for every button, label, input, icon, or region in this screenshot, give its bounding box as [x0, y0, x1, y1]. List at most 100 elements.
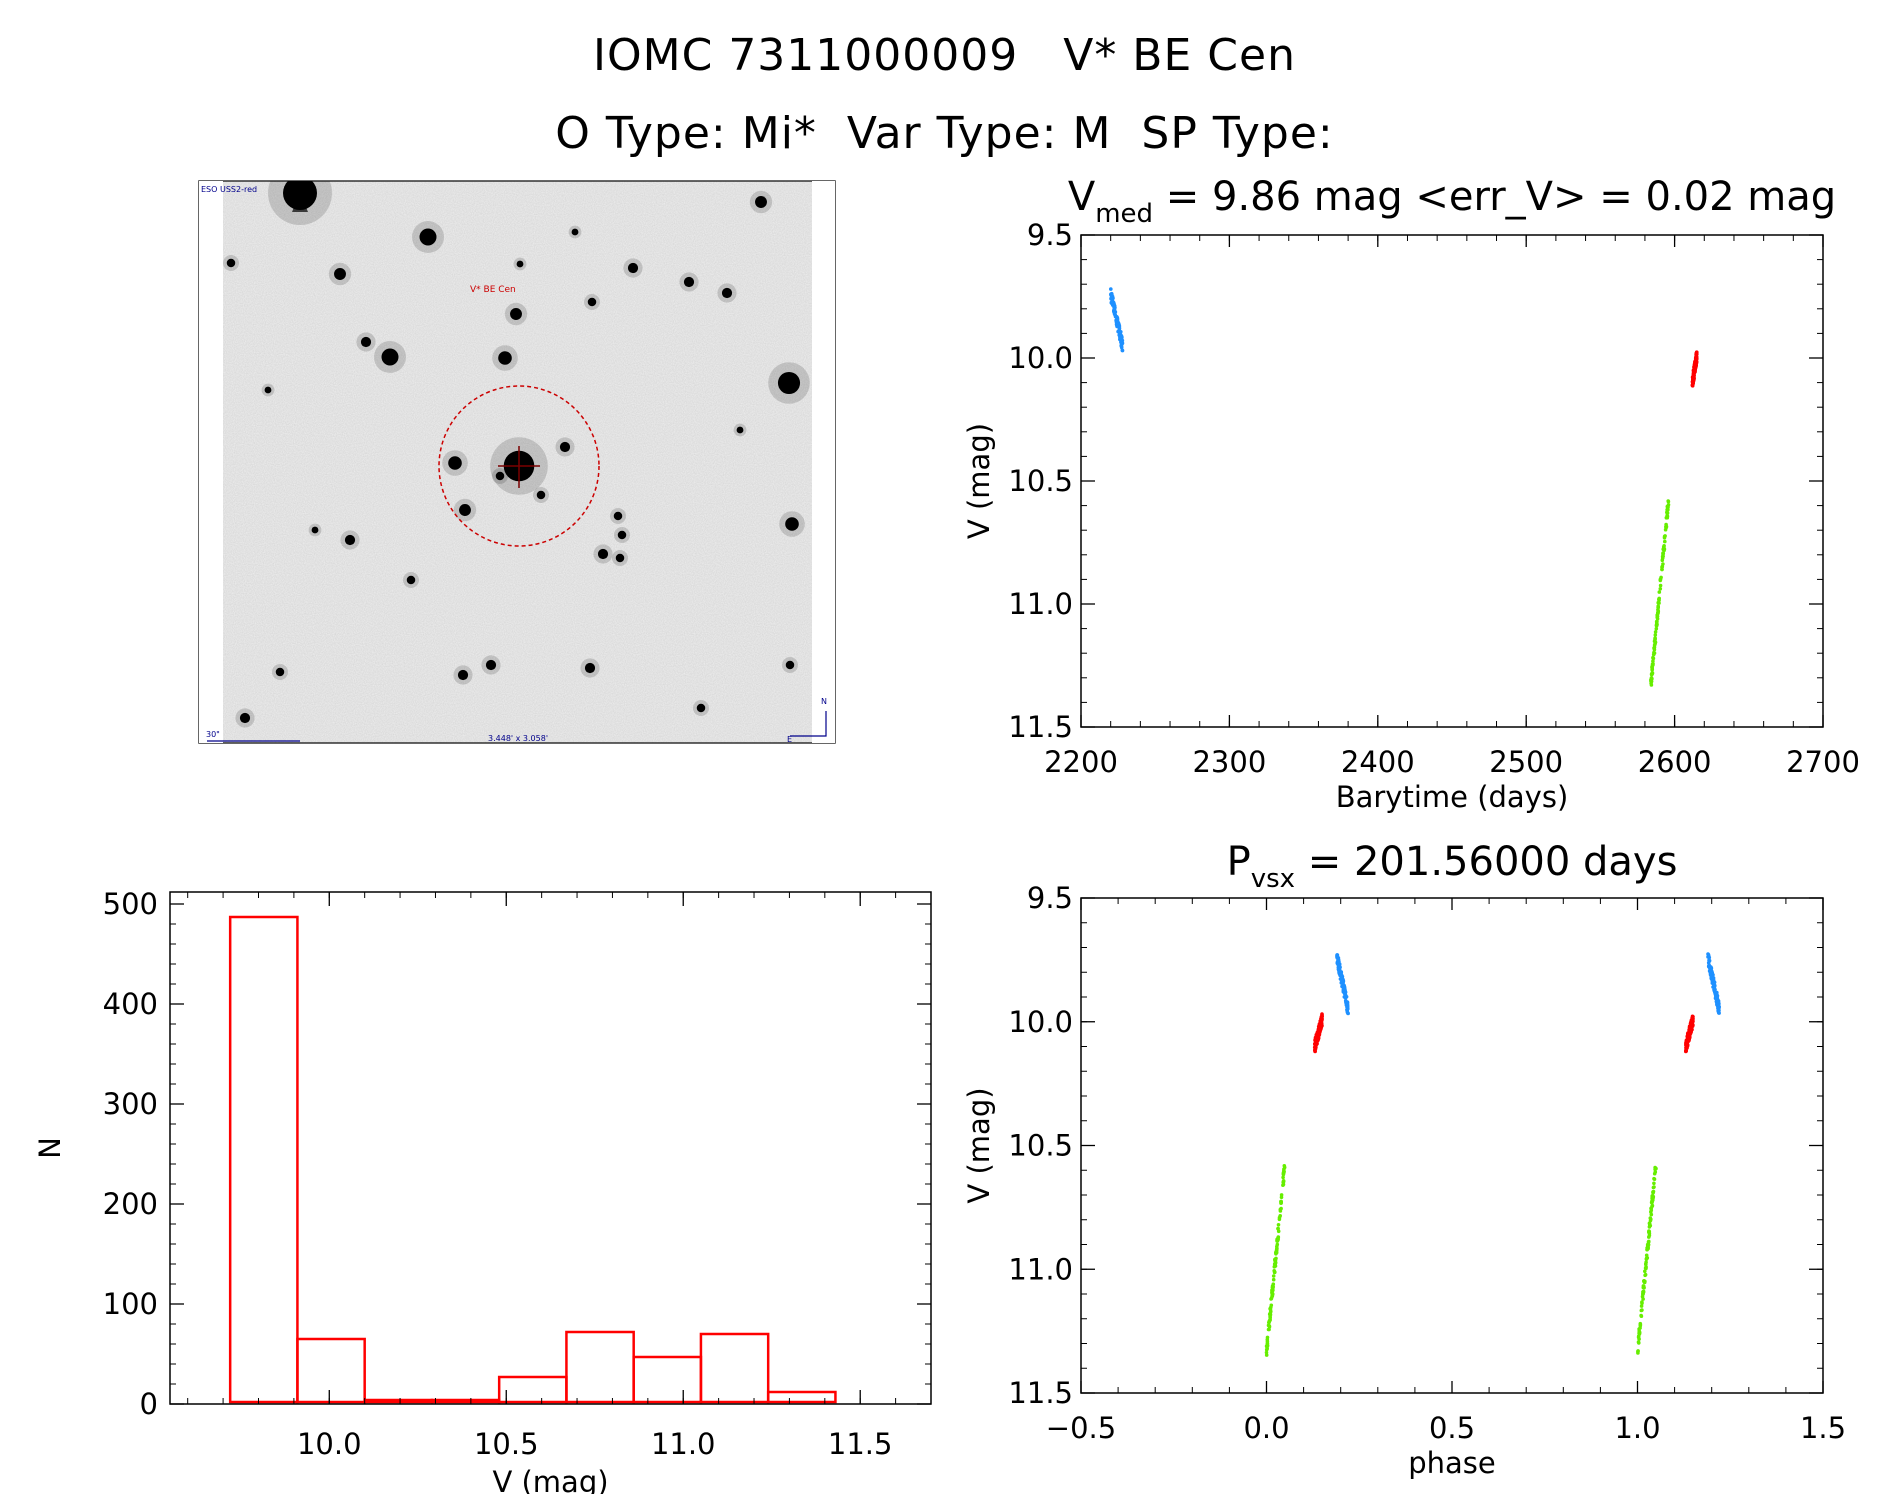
phase-point — [1716, 1004, 1720, 1009]
lc-point — [1650, 664, 1654, 669]
finder-target-label: V* BE Cen — [470, 285, 516, 295]
phase-point — [1341, 988, 1346, 992]
histogram-plot: 10.0 10.5 11.0 11.5 0 100 200 300 400 500 V (mag) N — [33, 887, 932, 1494]
lc-ytick-label: 10.5 — [1008, 464, 1073, 498]
lc-point — [1658, 587, 1663, 591]
phase-point — [1645, 1243, 1650, 1248]
lc-point — [1119, 337, 1123, 341]
phase-point — [1688, 1024, 1692, 1028]
hist-bar — [497, 1375, 568, 1404]
lc-point — [1109, 292, 1113, 297]
phase-point — [1684, 1049, 1688, 1053]
finder-star — [571, 228, 579, 236]
finder-star — [785, 517, 799, 531]
lc-point — [1691, 372, 1696, 377]
phase-point — [1264, 1353, 1269, 1357]
lc-ytick-label: 9.5 — [1027, 218, 1073, 252]
phase-point — [1281, 1179, 1286, 1183]
finder-star — [785, 660, 795, 670]
phase-point — [1652, 1185, 1656, 1189]
phase-point — [1649, 1212, 1654, 1217]
chart-title-line2: O Type: Mi* Var Type: M SP Type: — [555, 108, 1334, 159]
hist-xtick-label: 11.5 — [828, 1427, 893, 1461]
finder-survey-label: ESO USS2-red — [201, 185, 257, 194]
lc-point — [1660, 567, 1664, 572]
finder-star — [597, 548, 609, 560]
finder-star — [459, 504, 471, 516]
hist-ytick-label: 500 — [103, 887, 158, 921]
phase-point — [1636, 1340, 1641, 1344]
lc-point — [1661, 551, 1666, 556]
phase-point — [1342, 983, 1346, 988]
lc-point — [1653, 633, 1658, 637]
hist-frame — [169, 891, 932, 1405]
lc-point — [1660, 564, 1665, 569]
phase-point — [1647, 1225, 1652, 1229]
lc-point — [1666, 499, 1670, 503]
phase-point — [1686, 1038, 1691, 1043]
hist-ytick-label: 100 — [103, 1287, 158, 1321]
light-curve-plot: 2200 2300 2400 2500 2600 2700 9.5 10.0 10.5 11.0 1… — [962, 174, 1860, 814]
phase-point — [1643, 1266, 1648, 1270]
phase-point — [1346, 1011, 1350, 1016]
lc-point — [1651, 656, 1656, 661]
phase-point — [1267, 1320, 1271, 1325]
lc-point — [1662, 548, 1666, 553]
lc-point — [1666, 507, 1670, 512]
hist-xtick-label: 10.0 — [297, 1427, 362, 1461]
lc-point — [1119, 341, 1124, 345]
lc-point — [1649, 681, 1653, 686]
finder-star — [381, 348, 399, 366]
finder-east-label: E — [787, 735, 792, 744]
phase-point — [1271, 1277, 1276, 1282]
phase-point — [1265, 1335, 1270, 1340]
finder-star — [448, 456, 462, 470]
finder-star — [777, 371, 801, 395]
phase-point — [1643, 1269, 1647, 1274]
finder-star — [683, 276, 695, 288]
chart-title-line1: IOMC 7311000009 V* BE Cen — [593, 30, 1296, 81]
phase-point — [1707, 958, 1712, 963]
lc-title: Vmed = 9.86 mag <err_V> = 0.02 mag — [1068, 174, 1836, 229]
phase-point — [1264, 1350, 1269, 1355]
phase-point — [1639, 1304, 1644, 1308]
finder-star — [536, 490, 546, 500]
lc-point — [1690, 375, 1695, 380]
phase-point — [1268, 1310, 1273, 1315]
lc-point — [1665, 513, 1669, 518]
lc-point — [1652, 651, 1657, 655]
phase-xlabel: phase — [1408, 1446, 1496, 1480]
lc-ytick-label: 11.0 — [1008, 587, 1073, 621]
lc-point — [1693, 358, 1698, 363]
phase-point — [1717, 1011, 1721, 1015]
phase-point — [1271, 1274, 1276, 1278]
lc-point — [1112, 301, 1116, 306]
phase-point — [1267, 1327, 1271, 1332]
lc-point — [1109, 300, 1114, 305]
phase-ytick-label: 10.0 — [1008, 1005, 1073, 1039]
finder-star — [627, 262, 639, 274]
lc-point — [1109, 287, 1113, 291]
lc-point — [1693, 365, 1698, 370]
phase-point — [1271, 1286, 1275, 1291]
phase-point — [1343, 993, 1348, 998]
finder-star — [275, 667, 285, 677]
lc-point — [1654, 621, 1659, 625]
phase-point — [1281, 1183, 1285, 1187]
finder-north-label: N — [821, 697, 827, 706]
phase-point — [1267, 1325, 1272, 1329]
phase-point — [1644, 1256, 1649, 1261]
lc-xtick-label: 2200 — [1044, 745, 1118, 779]
phase-point — [1647, 1239, 1651, 1244]
hist-ytick-label: 0 — [140, 1387, 158, 1421]
lc-title-rest: = 9.86 mag <err_V> = 0.02 mag — [1153, 174, 1836, 220]
finder-star — [587, 297, 597, 307]
lc-point — [1657, 590, 1662, 594]
hist-bar — [699, 1332, 770, 1404]
phase-point — [1270, 1293, 1275, 1297]
lc-point — [1657, 597, 1661, 602]
hist-ytick-label: 200 — [103, 1187, 158, 1221]
finder-star — [226, 258, 236, 268]
lc-point — [1654, 624, 1659, 628]
